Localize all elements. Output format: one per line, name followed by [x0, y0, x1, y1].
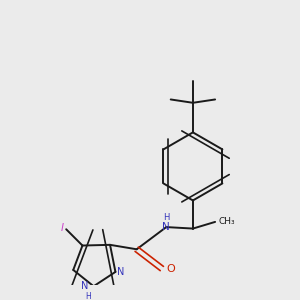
Text: H: H: [163, 213, 170, 222]
Text: H: H: [85, 292, 91, 300]
Text: N: N: [117, 267, 124, 277]
Text: CH₃: CH₃: [218, 218, 235, 226]
Text: N: N: [162, 222, 170, 232]
Text: I: I: [61, 224, 64, 233]
Text: N: N: [81, 281, 88, 291]
Text: O: O: [166, 263, 175, 274]
